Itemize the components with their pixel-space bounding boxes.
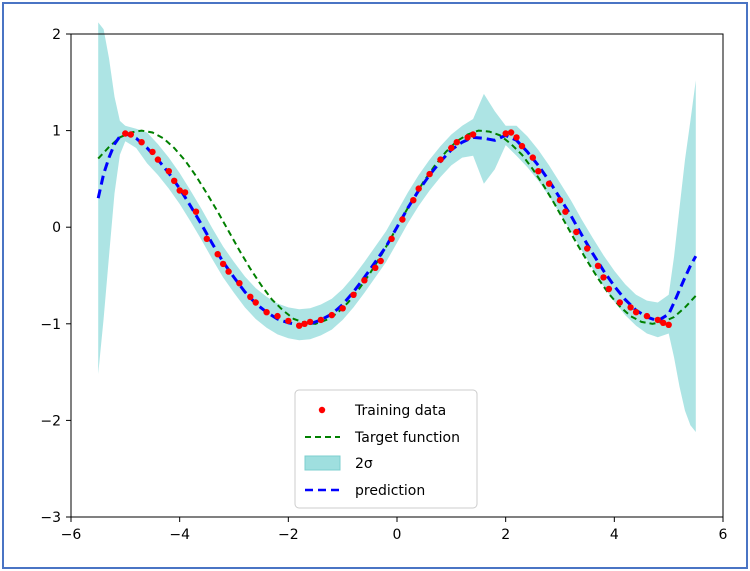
legend-label-training: Training data [354,403,446,419]
training-point [388,235,395,242]
training-point [556,197,564,204]
training-point [594,262,602,269]
legend-label-target: Target function [354,430,460,446]
x-tick-label: −4 [169,527,190,543]
x-tick-label: 2 [501,527,510,543]
y-axis-ticks: −3 −2 −1 0 1 2 [40,27,71,526]
training-point [236,280,243,287]
training-point [665,321,672,328]
training-points-layer [122,129,672,329]
training-point [372,264,379,271]
x-tick-label: −6 [61,527,82,543]
training-point [415,185,422,192]
training-point [502,130,509,137]
training-point [328,311,335,319]
training-point [274,312,281,320]
training-point [247,293,254,300]
training-point [600,274,607,281]
training-point [149,148,156,156]
training-point [192,208,200,215]
training-point [453,139,460,146]
training-point [529,154,536,161]
training-point [573,228,580,236]
training-point [317,316,325,324]
training-point [584,245,591,252]
legend-marker-band [304,455,341,471]
training-point [464,134,471,141]
training-point [122,130,129,137]
training-point [252,299,259,306]
legend: Training data Target function 2σ predict… [294,389,478,509]
training-point [165,168,172,175]
training-point [410,197,417,204]
training-point [176,187,183,194]
y-tick-label: −1 [40,317,61,333]
training-point [448,144,455,152]
training-point [377,257,384,265]
training-point [469,131,477,138]
training-point [361,277,368,284]
training-point [301,320,308,327]
training-point [350,291,357,298]
training-point [562,208,569,215]
training-point [138,139,145,146]
x-axis-ticks: −6 −4 −2 0 2 4 6 [61,517,728,543]
training-point [181,189,189,196]
training-point [518,142,526,150]
y-tick-label: 1 [52,124,61,140]
training-point [426,170,433,178]
legend-label-band: 2σ [355,456,373,472]
legend-label-prediction: prediction [355,483,425,499]
x-tick-label: −2 [278,527,299,543]
training-point [513,134,520,141]
training-point [654,316,661,324]
training-point [214,251,221,258]
training-point [545,180,553,187]
training-point [660,319,667,326]
training-point [154,156,162,163]
training-point [285,317,292,325]
training-point [605,285,613,293]
training-point [127,131,134,138]
legend-box [294,389,478,509]
training-point [507,129,515,136]
training-point [627,304,634,311]
legend-marker-training [318,406,326,414]
training-point [203,235,210,242]
training-point [535,168,542,175]
y-tick-label: −3 [40,510,61,526]
x-tick-label: 4 [610,527,619,543]
training-point [225,268,232,275]
prediction-line [96,131,698,327]
training-point [339,305,346,312]
y-tick-label: 0 [52,220,61,236]
training-point [306,318,314,326]
prediction-layer [96,131,698,327]
y-tick-label: −2 [40,413,61,429]
training-point [616,299,623,306]
training-point [643,312,651,320]
training-point [219,260,227,268]
training-point [399,216,406,223]
training-point [437,156,444,163]
x-tick-label: 0 [393,527,402,543]
training-point [171,177,178,184]
x-tick-label: 6 [719,527,728,543]
training-point [632,309,640,316]
y-tick-label: 2 [52,27,61,43]
training-point [263,309,270,316]
training-point [296,322,303,329]
